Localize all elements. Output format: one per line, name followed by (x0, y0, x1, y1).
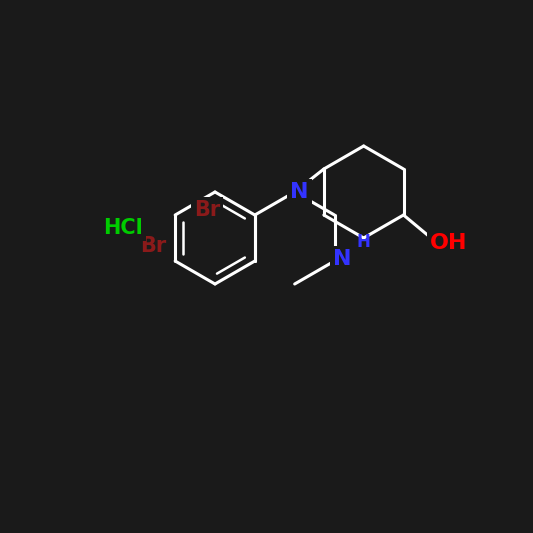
Text: N: N (290, 182, 309, 202)
Text: Br: Br (140, 236, 166, 256)
Text: Br: Br (194, 200, 220, 220)
Text: N: N (333, 249, 352, 269)
Text: OH: OH (430, 233, 468, 253)
Text: HCl: HCl (103, 218, 143, 238)
Text: H: H (357, 233, 370, 251)
